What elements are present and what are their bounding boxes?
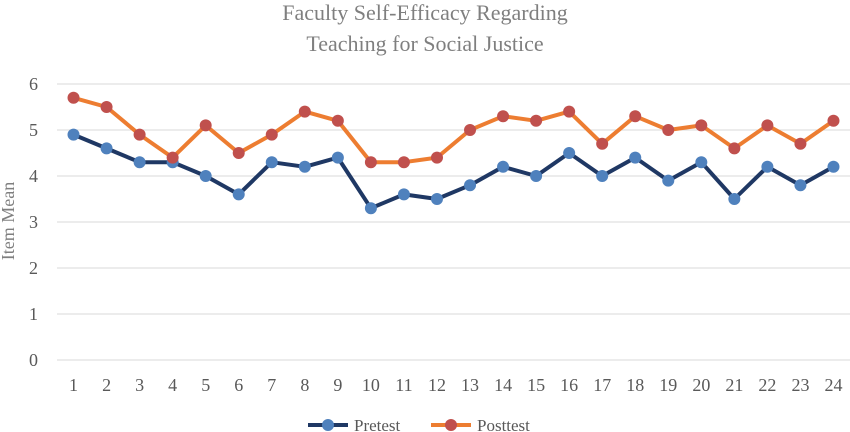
- pretest-point-24: [827, 160, 840, 173]
- x-tick-20: 20: [692, 375, 710, 395]
- y-axis-label: Item Mean: [0, 182, 18, 260]
- x-tick-11: 11: [395, 375, 412, 395]
- y-tick-labels: 0 1 2 3 4 5 6: [29, 74, 38, 370]
- posttest-point-14: [497, 110, 510, 123]
- posttest-point-1: [67, 91, 80, 104]
- posttest-point-18: [629, 110, 642, 123]
- series-line-posttest: [71, 95, 836, 165]
- y-tick-2: 2: [29, 258, 38, 278]
- pretest-point-10: [364, 202, 377, 215]
- pretest-point-2: [100, 142, 113, 155]
- legend-posttest-label: Posttest: [477, 416, 530, 432]
- pretest-point-19: [662, 174, 675, 187]
- pretest-point-21: [728, 193, 741, 205]
- y-tick-5: 5: [29, 120, 38, 140]
- x-tick-19: 19: [659, 375, 677, 395]
- x-tick-18: 18: [626, 375, 644, 395]
- posttest-point-10: [364, 156, 377, 169]
- series-posttest: [67, 91, 840, 169]
- posttest-point-20: [695, 119, 708, 132]
- pretest-point-7: [265, 156, 278, 169]
- x-tick-15: 15: [527, 375, 545, 395]
- y-tick-6: 6: [29, 74, 38, 94]
- pretest-point-9: [331, 151, 344, 164]
- posttest-point-5: [199, 119, 212, 132]
- x-tick-23: 23: [791, 375, 809, 395]
- x-tick-13: 13: [461, 375, 479, 395]
- pretest-point-8: [298, 160, 311, 173]
- pretest-point-20: [695, 156, 708, 169]
- posttest-point-6: [232, 147, 245, 159]
- pretest-point-18: [629, 151, 642, 164]
- x-tick-12: 12: [428, 375, 446, 395]
- posttest-point-16: [563, 105, 576, 118]
- legend-pretest-marker: [322, 419, 334, 431]
- x-tick-2: 2: [102, 375, 111, 395]
- posttest-point-9: [331, 114, 344, 127]
- legend: Pretest Posttest: [308, 416, 530, 432]
- x-tick-17: 17: [593, 375, 611, 395]
- x-tick-1: 1: [69, 375, 78, 395]
- pretest-point-17: [596, 170, 609, 182]
- posttest-point-22: [761, 119, 774, 132]
- pretest-point-16: [563, 147, 576, 159]
- x-tick-6: 6: [234, 375, 243, 395]
- pretest-point-3: [133, 156, 146, 169]
- x-tick-16: 16: [560, 375, 578, 395]
- chart-title-line-2: Teaching for Social Justice: [306, 31, 543, 56]
- y-tick-4: 4: [29, 166, 38, 186]
- pretest-point-14: [497, 160, 510, 173]
- posttest-point-19: [662, 124, 675, 136]
- y-tick-1: 1: [29, 304, 38, 324]
- legend-posttest-marker: [445, 419, 457, 431]
- y-tick-0: 0: [29, 350, 38, 370]
- x-tick-4: 4: [168, 375, 177, 395]
- posttest-point-12: [430, 151, 443, 164]
- x-tick-7: 7: [267, 375, 276, 395]
- y-tick-3: 3: [29, 212, 38, 232]
- pretest-point-22: [761, 160, 774, 173]
- x-tick-9: 9: [333, 375, 342, 395]
- pretest-point-23: [794, 179, 807, 192]
- legend-pretest-label: Pretest: [354, 416, 401, 432]
- posttest-point-4: [166, 151, 179, 164]
- x-tick-3: 3: [135, 375, 144, 395]
- posttest-point-11: [397, 156, 410, 169]
- x-tick-5: 5: [201, 375, 210, 395]
- posttest-point-17: [596, 137, 609, 150]
- x-tick-14: 14: [494, 375, 512, 395]
- gridlines: [57, 83, 850, 361]
- posttest-point-8: [298, 105, 311, 118]
- x-tick-10: 10: [362, 375, 380, 395]
- posttest-point-15: [530, 114, 543, 127]
- posttest-point-13: [464, 124, 477, 136]
- pretest-point-1: [67, 128, 80, 141]
- posttest-point-21: [728, 142, 741, 155]
- posttest-point-24: [827, 114, 840, 127]
- posttest-point-7: [265, 128, 278, 141]
- pretest-point-13: [464, 179, 477, 192]
- pretest-point-11: [397, 188, 410, 201]
- posttest-point-2: [100, 101, 113, 113]
- series-group: [67, 91, 840, 215]
- posttest-point-3: [133, 128, 146, 141]
- pretest-point-5: [199, 170, 212, 182]
- pretest-point-12: [430, 193, 443, 205]
- x-tick-21: 21: [725, 375, 743, 395]
- x-tick-22: 22: [758, 375, 776, 395]
- x-tick-labels: 1 2 3 4 5 6 7 8 9 10 11 12 13 14 15 16 17 18 19 20 21 22 23 24: [69, 375, 842, 395]
- posttest-point-23: [794, 137, 807, 150]
- chart-title-line-1: Faculty Self-Efficacy Regarding: [282, 0, 568, 25]
- x-tick-8: 8: [300, 375, 309, 395]
- pretest-point-15: [530, 170, 543, 182]
- pretest-point-6: [232, 188, 245, 201]
- x-tick-24: 24: [824, 375, 842, 395]
